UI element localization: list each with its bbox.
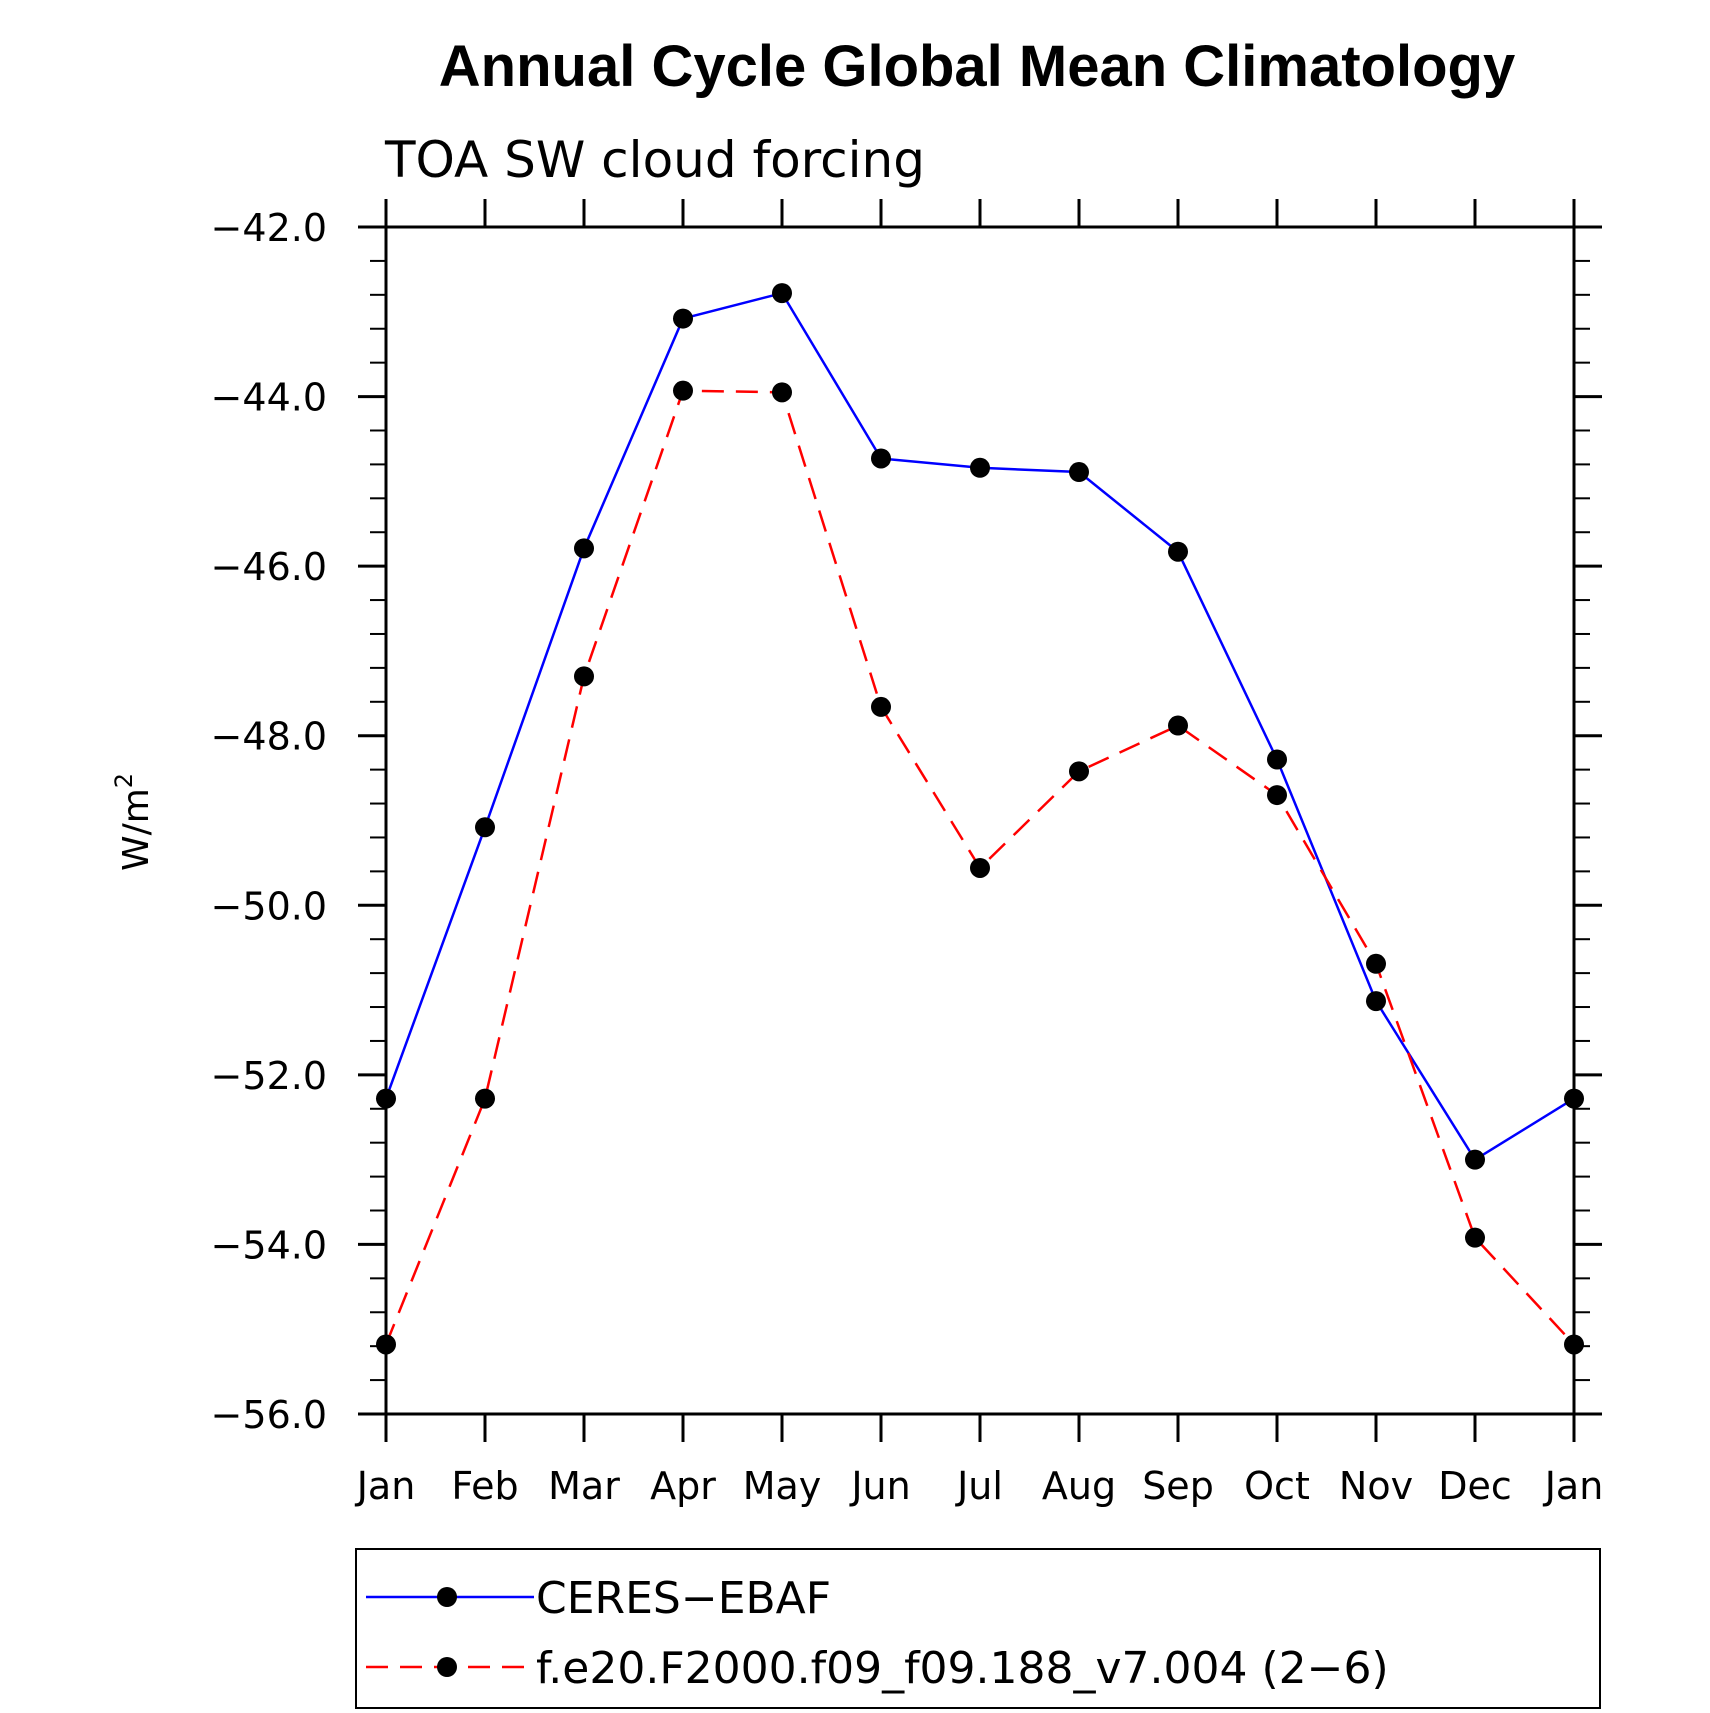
data-point-1 [475,1088,495,1109]
data-point-0 [1168,541,1188,562]
x-tick-label: Jan [1543,1464,1604,1508]
data-point-0 [376,1088,396,1109]
data-point-1 [1168,715,1188,736]
x-tick-label: Apr [650,1464,716,1508]
legend-label-1: f.e20.F2000.f09_f09.188_v7.004 (2−6) [536,1643,1389,1694]
legend: CERES−EBAF f.e20.F2000.f09_f09.188_v7.004… [366,1573,1389,1694]
chart-title: Annual Cycle Global Mean Climatology [439,34,1515,99]
y-tick-label: −50.0 [211,884,327,928]
y-axis-label-superscript: 2 [110,773,138,788]
data-point-1 [871,696,891,717]
series-markers [376,283,1584,1355]
svg-text:W/m2: W/m2 [110,773,157,871]
x-tick-labels: Jan Feb Mar Apr May Jun Jul Aug Sep Oct Nov Dec Jan [355,1464,1604,1508]
x-tick-label: May [743,1464,822,1508]
x-tick-label: Jul [955,1464,1003,1508]
x-tick-label: Aug [1042,1464,1116,1508]
data-point-0 [1366,991,1386,1012]
plot-frame [384,225,1576,1416]
y-tick-label: −44.0 [211,376,327,420]
data-point-0 [970,457,990,478]
x-tick-label: Jan [355,1464,416,1508]
legend-marker-1 [437,1657,457,1677]
data-point-0 [475,817,495,838]
data-point-1 [772,382,792,403]
data-point-0 [871,448,891,469]
x-tick-label: Oct [1244,1464,1310,1508]
data-point-1 [673,380,693,401]
x-tick-label: Nov [1339,1464,1413,1508]
y-axis-label: W/m2 [110,773,157,871]
y-tick-label: −48.0 [211,715,327,759]
legend-marker-0 [437,1587,457,1607]
y-tick-label: −42.0 [211,206,327,250]
chart-subtitle: TOA SW cloud forcing [384,131,925,189]
legend-label-0: CERES−EBAF [536,1573,831,1624]
y-tick-label: −56.0 [211,1393,327,1437]
data-point-1 [1564,1334,1584,1355]
data-point-0 [1465,1149,1485,1170]
y-tick-label: −52.0 [211,1054,327,1098]
axis-ticks [358,199,1602,1442]
data-point-0 [574,538,594,559]
legend-box [355,1548,1601,1709]
data-point-1 [1366,953,1386,974]
x-tick-label: Mar [548,1464,620,1508]
data-point-1 [1267,785,1287,806]
x-tick-label: Feb [451,1464,518,1508]
data-point-0 [772,283,792,304]
series-line-0 [384,291,1575,1162]
data-point-0 [673,308,693,329]
data-point-0 [1267,749,1287,770]
x-tick-label: Sep [1142,1464,1214,1508]
y-tick-label: −46.0 [211,545,327,589]
y-tick-label: −54.0 [211,1223,327,1267]
x-tick-label: Jun [849,1464,910,1508]
data-point-0 [1069,462,1089,483]
data-point-1 [574,666,594,687]
y-axis-label-text: W/m [116,788,157,871]
data-point-1 [970,857,990,878]
series-lines [384,291,1575,1346]
data-point-1 [1069,761,1089,782]
data-point-1 [1465,1227,1485,1248]
x-tick-label: Dec [1438,1464,1512,1508]
data-point-0 [1564,1088,1584,1109]
data-point-1 [376,1334,396,1355]
y-tick-labels: −42.0 −44.0 −46.0 −48.0 −50.0 −52.0 −54.0 −56.0 [211,206,327,1437]
